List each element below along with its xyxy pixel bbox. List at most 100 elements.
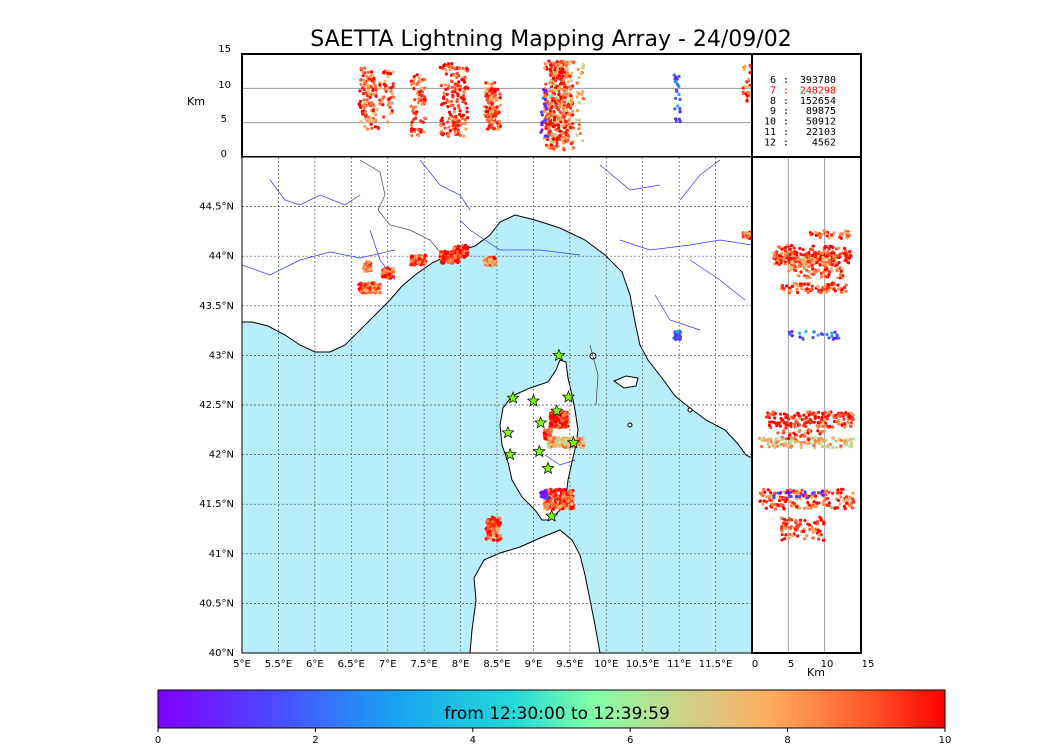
lightning-source-map — [562, 503, 567, 507]
lightning-source-map — [546, 502, 550, 507]
lightning-source-lon-alt — [555, 138, 559, 142]
colorbar-tick-label: 2 — [312, 735, 318, 746]
station-count-stations: 7 — [770, 85, 776, 96]
lightning-source-alt-lat — [841, 273, 845, 278]
lightning-source-alt-lat — [794, 494, 799, 499]
lightning-source-lon-alt — [382, 82, 386, 86]
lightning-source-alt-lat — [836, 488, 840, 492]
lightning-source-alt-lat — [838, 232, 843, 236]
lightning-source-alt-lat — [805, 496, 809, 500]
lightning-source-lon-alt — [492, 117, 496, 121]
lightning-source-lon-alt — [409, 79, 413, 83]
lightning-source-lon-alt — [549, 62, 553, 67]
lightning-source-lon-alt — [415, 73, 419, 77]
lon-tick-label: 6.5°E — [338, 659, 365, 670]
lon-tick-label: 11°E — [667, 659, 691, 670]
lightning-source-alt-lat — [784, 437, 788, 441]
lightning-source-alt-lat — [809, 420, 813, 424]
lightning-source-alt-lat — [836, 498, 841, 503]
lightning-source-alt-lat — [849, 253, 853, 258]
lightning-source-alt-lat — [813, 521, 817, 525]
lightning-source-alt-lat — [812, 420, 816, 424]
lightning-source-map — [552, 436, 556, 440]
lightning-source-lon-alt — [485, 97, 490, 101]
lightning-source-lon-alt — [423, 98, 427, 102]
lightning-source-lon-alt — [365, 117, 369, 121]
lightning-source-alt-lat — [784, 533, 788, 537]
lightning-source-lon-alt — [748, 71, 752, 75]
lightning-source-alt-lat — [817, 269, 821, 273]
lightning-source-alt-lat — [785, 497, 789, 501]
lat-tick-label: 44.5°N — [199, 202, 234, 213]
small-island — [687, 407, 693, 413]
lightning-source-alt-lat — [802, 506, 806, 510]
lightning-source-alt-lat — [843, 258, 848, 263]
colorbar-tick-label: 0 — [155, 735, 161, 746]
lightning-source-alt-lat — [819, 518, 823, 522]
lightning-source-lon-alt — [548, 82, 553, 87]
lightning-source-alt-lat — [783, 245, 788, 250]
lightning-source-alt-lat — [789, 260, 794, 264]
lightning-source-alt-lat — [835, 269, 839, 273]
lightning-source-lon-alt — [359, 82, 363, 86]
lightning-source-alt-lat — [827, 411, 831, 415]
lightning-source-lon-alt — [486, 127, 490, 131]
lightning-source-lon-alt — [450, 114, 454, 118]
lightning-source-lon-alt — [673, 107, 677, 111]
lightning-source-lon-alt — [389, 111, 393, 116]
lightning-source-map — [357, 282, 361, 287]
lightning-source-alt-lat — [832, 231, 836, 235]
lightning-source-alt-lat — [772, 494, 776, 498]
lightning-source-alt-lat — [829, 233, 834, 237]
lightning-source-lon-alt — [445, 92, 449, 97]
lightning-source-alt-lat — [823, 419, 827, 423]
lightning-source-alt-lat — [773, 445, 777, 449]
lightning-source-lon-alt — [461, 100, 465, 104]
lightning-source-alt-lat — [808, 260, 812, 264]
station-count-stations: 9 — [770, 106, 776, 117]
lightning-source-alt-lat — [780, 438, 784, 442]
lightning-source-lon-alt — [567, 62, 571, 66]
lightning-source-map — [552, 415, 557, 420]
lightning-source-alt-lat — [846, 261, 851, 265]
lightning-source-lon-alt — [367, 92, 371, 96]
lightning-source-lon-alt — [565, 71, 570, 75]
lightning-source-lon-alt — [677, 74, 681, 79]
lightning-source-alt-lat — [798, 522, 802, 526]
lightning-source-lon-alt — [674, 88, 678, 92]
lightning-source-lon-alt — [552, 113, 556, 117]
lightning-source-alt-lat — [802, 263, 806, 267]
lightning-source-alt-lat — [789, 488, 793, 492]
lightning-source-alt-lat — [798, 335, 802, 339]
lightning-source-alt-lat — [802, 421, 807, 426]
lat-tick-label: 43.5°N — [199, 301, 234, 312]
lightning-source-alt-lat — [780, 538, 784, 542]
lightning-source-alt-lat — [792, 263, 796, 267]
lightning-source-lon-alt — [745, 98, 749, 102]
lon-tick-label: 6°E — [306, 659, 324, 670]
lightning-source-alt-lat — [818, 261, 822, 265]
lightning-source-lon-alt — [372, 76, 376, 80]
map-panel — [241, 156, 753, 654]
lightning-source-lon-alt — [554, 62, 558, 67]
lightning-source-lon-alt — [387, 69, 391, 73]
lightning-source-lon-alt — [439, 132, 443, 136]
lightning-source-alt-lat — [790, 254, 794, 258]
lightning-source-lon-alt — [551, 93, 555, 98]
lightning-source-map — [540, 490, 544, 494]
right-tick-0: 0 — [752, 659, 758, 670]
lightning-source-map — [540, 494, 545, 499]
lightning-source-lon-alt — [674, 75, 678, 79]
lightning-source-lon-alt — [450, 90, 454, 94]
lightning-source-alt-lat — [813, 504, 817, 509]
lightning-source-lon-alt — [368, 115, 372, 119]
lightning-source-lon-alt — [374, 113, 378, 117]
lightning-source-alt-lat — [799, 282, 803, 286]
lightning-source-map — [495, 528, 500, 532]
lightning-source-lon-alt — [440, 103, 444, 107]
lightning-source-alt-lat — [803, 432, 807, 436]
lightning-source-lon-alt — [543, 66, 547, 70]
lightning-source-lon-alt — [484, 81, 488, 85]
lightning-source-lon-alt — [562, 146, 566, 150]
colorbar-tick-label: 6 — [627, 735, 633, 746]
